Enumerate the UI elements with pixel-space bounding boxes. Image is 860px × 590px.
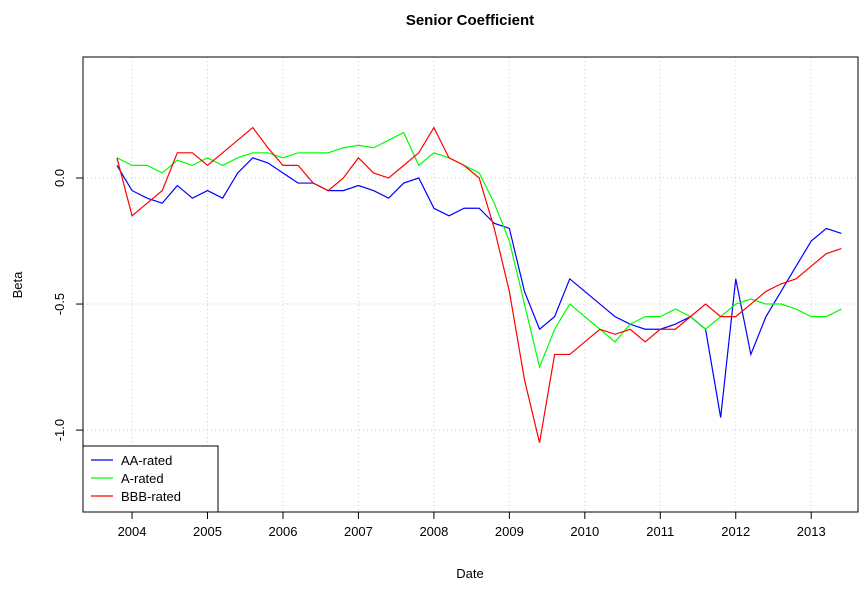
y-tick-label: -1.0 [52, 419, 67, 441]
y-tick-label: 0.0 [52, 169, 67, 187]
x-tick-label: 2007 [344, 524, 373, 539]
x-tick-label: 2012 [721, 524, 750, 539]
x-tick-label: 2009 [495, 524, 524, 539]
chart-title: Senior Coefficient [406, 12, 534, 29]
y-tick-label: -0.5 [52, 293, 67, 315]
x-tick-label: 2013 [797, 524, 826, 539]
legend-label: AA-rated [121, 453, 172, 468]
x-tick-label: 2008 [419, 524, 448, 539]
plot-frame [82, 56, 859, 513]
legend-box [82, 445, 219, 513]
x-tick-label: 2004 [118, 524, 147, 539]
x-tick-label: 2010 [570, 524, 599, 539]
x-axis-label: Date [456, 566, 483, 581]
legend: AA-rated A-rated BBB-rated [82, 445, 219, 513]
data-line [116, 157, 842, 418]
legend-label: BBB-rated [121, 489, 181, 504]
data-line [116, 126, 842, 443]
legend-label: A-rated [121, 471, 164, 486]
x-tick-label: 2005 [193, 524, 222, 539]
data-line [116, 131, 842, 370]
x-tick-label: 2011 [646, 524, 674, 539]
x-tick-label: 2006 [269, 524, 298, 539]
y-axis-label: Beta [10, 271, 25, 299]
